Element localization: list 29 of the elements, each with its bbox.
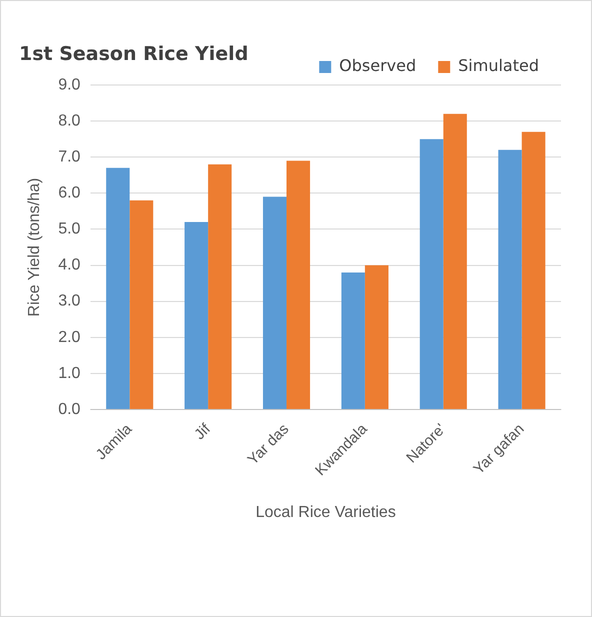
bar bbox=[262, 196, 287, 409]
bar bbox=[420, 139, 444, 409]
bar bbox=[130, 200, 154, 409]
y-tick-label: 9.0 bbox=[58, 76, 81, 94]
bar bbox=[498, 150, 522, 409]
y-tick-label: 2.0 bbox=[58, 328, 81, 346]
x-axis-title: Local Rice Varieties bbox=[256, 504, 396, 521]
bar bbox=[184, 222, 208, 409]
legend-label: Observed bbox=[339, 56, 416, 76]
bar bbox=[364, 265, 388, 409]
legend-label: Simulated bbox=[458, 56, 540, 76]
bar bbox=[208, 164, 232, 409]
x-tick-label: Yar das bbox=[244, 420, 292, 468]
y-tick-label: 5.0 bbox=[58, 220, 81, 238]
y-tick-label: 3.0 bbox=[58, 292, 81, 310]
bar bbox=[341, 272, 365, 409]
y-tick-label: 8.0 bbox=[58, 112, 81, 130]
bar bbox=[522, 132, 546, 409]
y-tick-label: 0.0 bbox=[58, 400, 81, 418]
chart-title: 1st Season Rice Yield bbox=[19, 43, 248, 65]
bar bbox=[286, 160, 310, 409]
y-tick-label: 4.0 bbox=[58, 256, 81, 274]
y-tick-label: 7.0 bbox=[58, 148, 81, 166]
y-tick-label: 6.0 bbox=[58, 184, 81, 202]
y-tick-label: 1.0 bbox=[58, 364, 81, 382]
x-tick-label: Jif bbox=[191, 420, 214, 444]
bar bbox=[443, 114, 467, 409]
bar bbox=[106, 168, 130, 409]
y-axis-title: Rice Yield (tons/ha) bbox=[26, 178, 44, 317]
